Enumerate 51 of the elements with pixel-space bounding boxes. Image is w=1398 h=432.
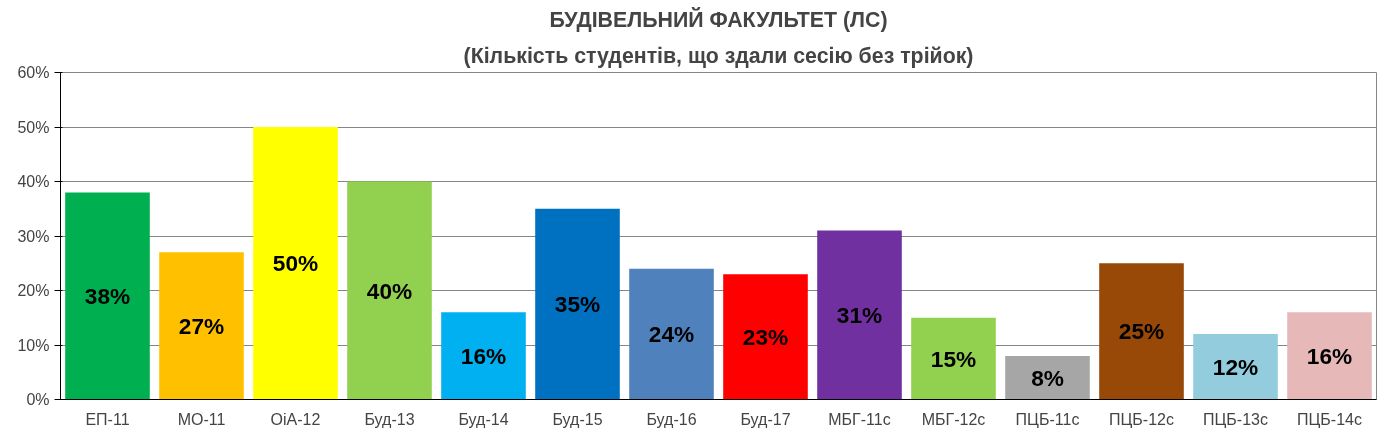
x-tick-label: МБГ-12с bbox=[921, 410, 986, 428]
y-tick-label: 50% bbox=[17, 118, 50, 136]
x-tick-label: ЕП-11 bbox=[85, 410, 130, 428]
x-tick-label: МБГ-11с bbox=[828, 410, 891, 428]
y-tick-label: 10% bbox=[17, 336, 50, 354]
y-tick-label: 30% bbox=[17, 227, 50, 245]
data-label: 25% bbox=[1118, 318, 1165, 345]
x-tick-label: Буд-16 bbox=[646, 410, 697, 428]
chart-title: БУДІВЕЛЬНИЙ ФАКУЛЬТЕТ (ЛС) bbox=[549, 6, 888, 32]
bar bbox=[253, 127, 338, 400]
bar bbox=[629, 268, 714, 400]
x-tick-label: ОіА-12 bbox=[270, 410, 321, 428]
x-tick-label: Буд-17 bbox=[740, 410, 791, 428]
bar bbox=[441, 312, 526, 400]
data-label: 16% bbox=[1306, 342, 1353, 369]
bar bbox=[159, 252, 244, 400]
data-label: 23% bbox=[742, 323, 789, 350]
bar bbox=[347, 181, 432, 400]
x-tick-label: ПЦБ-14с bbox=[1297, 410, 1362, 428]
data-label: 15% bbox=[930, 345, 977, 372]
bar bbox=[1099, 263, 1184, 400]
y-tick-label: 40% bbox=[17, 173, 50, 190]
data-label: 16% bbox=[460, 342, 507, 369]
y-tick-label: 60% bbox=[17, 64, 50, 81]
x-tick-label: Буд-13 bbox=[364, 410, 415, 428]
bar bbox=[1005, 355, 1090, 400]
bar bbox=[1287, 312, 1372, 400]
bar bbox=[817, 230, 902, 400]
y-tick-label: 20% bbox=[17, 282, 50, 299]
x-tick-label: ПЦБ-12с bbox=[1109, 410, 1174, 428]
data-label: 27% bbox=[178, 312, 225, 339]
y-tick-label: 0% bbox=[26, 391, 50, 408]
data-label: 35% bbox=[554, 291, 601, 318]
data-label: 40% bbox=[366, 277, 413, 304]
bar bbox=[65, 192, 150, 400]
x-tick-label: Буд-14 bbox=[458, 410, 509, 428]
x-tick-label: ПЦБ-11с bbox=[1015, 410, 1080, 428]
data-label: 8% bbox=[1031, 364, 1064, 391]
data-label: 24% bbox=[648, 321, 695, 348]
x-tick-label: ПЦБ-13с bbox=[1203, 410, 1268, 428]
data-label: 38% bbox=[84, 282, 131, 309]
bar bbox=[1193, 334, 1278, 400]
bar bbox=[723, 274, 808, 400]
bar bbox=[535, 208, 620, 400]
bar bbox=[911, 317, 996, 400]
chart-subtitle: (Кількість студентів, що здали сесію без трійок) bbox=[463, 43, 974, 68]
data-label: 12% bbox=[1212, 353, 1259, 380]
x-tick-label: Буд-15 bbox=[552, 410, 603, 428]
data-label: 50% bbox=[272, 250, 319, 277]
data-label: 31% bbox=[836, 302, 883, 329]
x-tick-label: МО-11 bbox=[177, 410, 226, 428]
